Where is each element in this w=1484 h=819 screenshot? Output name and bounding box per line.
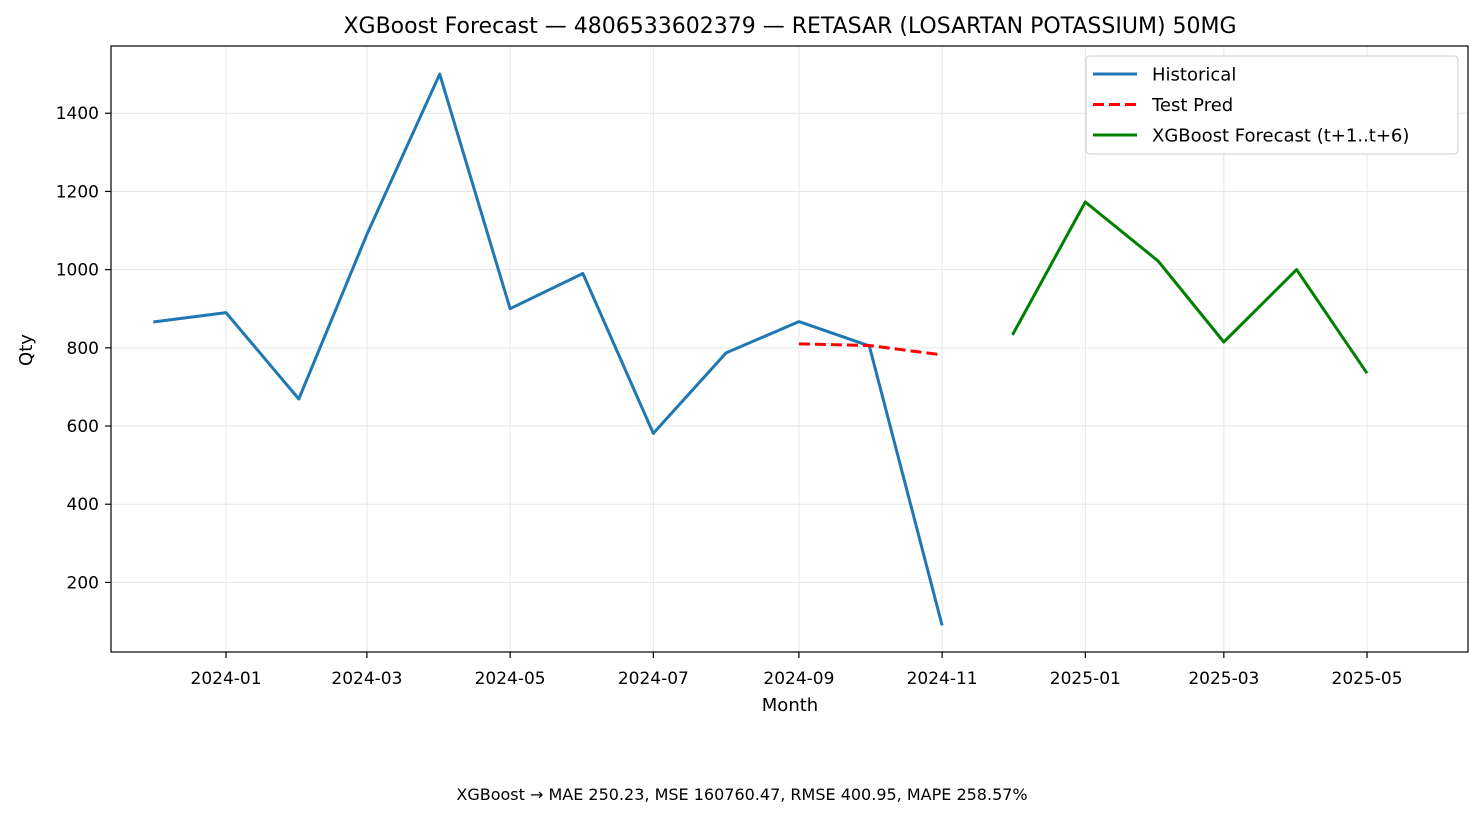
x-tick-label: 2024-01 bbox=[191, 669, 262, 689]
series-line bbox=[1011, 200, 1369, 375]
x-axis: 2024-01 2024-03 2024-05 2024-07 2024-09 2024-… bbox=[191, 652, 1403, 689]
legend-box bbox=[1085, 55, 1459, 155]
y-tick-label: 1000 bbox=[56, 261, 99, 281]
x-tick-label: 2024-03 bbox=[331, 669, 402, 689]
x-tick-label: 2024-07 bbox=[618, 669, 689, 689]
y-tick-label: 600 bbox=[67, 417, 99, 437]
metrics-footer: XGBoost → MAE 250.23, MSE 160760.47, RMS… bbox=[456, 785, 1027, 804]
series-line bbox=[798, 342, 943, 357]
x-axis-label: Month bbox=[762, 695, 818, 716]
x-tick-label: 2024-11 bbox=[907, 669, 978, 689]
plot-frame bbox=[110, 45, 1469, 653]
grid-lines bbox=[111, 46, 1468, 652]
legend-label: Historical bbox=[1152, 65, 1236, 86]
series-group bbox=[153, 72, 1369, 626]
y-tick-label: 1200 bbox=[56, 182, 99, 202]
legend-label: Test Pred bbox=[1151, 95, 1233, 116]
chart-title: XGBoost Forecast — 4806533602379 — RETAS… bbox=[343, 14, 1236, 39]
y-tick-label: 1400 bbox=[56, 104, 99, 124]
legend: Historical Test Pred XGBoost Forecast (t+1… bbox=[1085, 55, 1459, 155]
y-axis: 200 400 600 800 1000 1200 1400 bbox=[56, 104, 111, 593]
series-line bbox=[153, 72, 944, 626]
x-tick-label: 2025-05 bbox=[1332, 669, 1403, 689]
y-tick-label: 800 bbox=[67, 339, 99, 359]
x-tick-label: 2025-01 bbox=[1050, 669, 1121, 689]
y-tick-label: 400 bbox=[67, 495, 99, 515]
x-tick-label: 2024-05 bbox=[475, 669, 546, 689]
x-tick-label: 2025-03 bbox=[1188, 669, 1259, 689]
x-tick-label: 2024-09 bbox=[763, 669, 834, 689]
y-tick-label: 200 bbox=[67, 573, 99, 593]
legend-label: XGBoost Forecast (t+1..t+6) bbox=[1152, 126, 1409, 147]
y-axis-label: Qty bbox=[16, 334, 37, 366]
